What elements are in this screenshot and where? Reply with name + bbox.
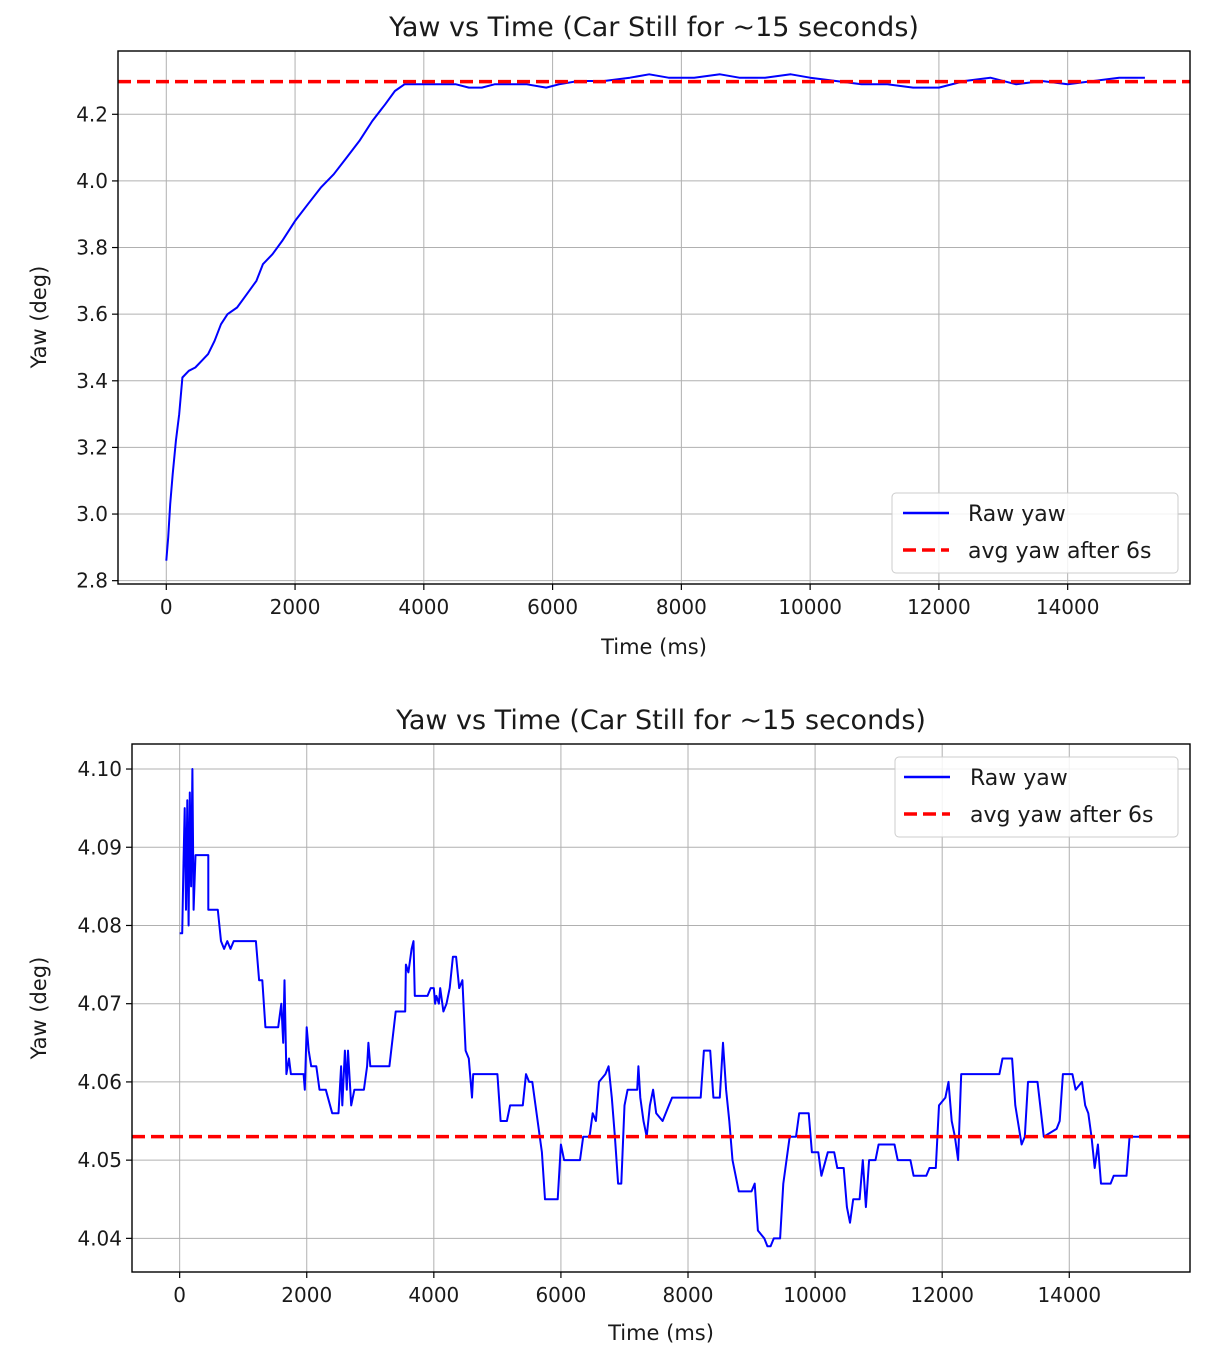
chart-2-x-tick-label: 6000 — [535, 1283, 586, 1307]
chart-1-x-tick-label: 14000 — [1036, 595, 1100, 619]
chart-1-x-tick-label: 6000 — [527, 595, 578, 619]
chart-2-x-tick-label: 14000 — [1037, 1283, 1101, 1307]
chart-2-legend: Raw yaw avg yaw after 6s — [894, 756, 1179, 838]
chart-1-x-axis-label: Time (ms) — [600, 635, 707, 659]
chart-2-series — [132, 768, 1190, 1248]
chart-2-plot-frame — [131, 743, 1191, 1273]
chart-2-title: Yaw vs Time (Car Still for ~15 seconds) — [395, 705, 926, 736]
chart-1-y-tick-label: 3.6 — [76, 302, 108, 326]
chart-1-x-tick-label: 8000 — [656, 595, 707, 619]
chart-2-x-tick-label: 0 — [173, 1283, 186, 1307]
chart-1-x-tick-label: 4000 — [398, 595, 449, 619]
chart-1-title: Yaw vs Time (Car Still for ~15 seconds) — [388, 12, 919, 43]
chart-1-series — [118, 73, 1190, 561]
chart-1-raw-yaw-line — [165, 73, 1145, 561]
chart-2-x-tick-label: 2000 — [281, 1283, 332, 1307]
chart-2: Yaw vs Time (Car Still for ~15 seconds) … — [27, 705, 1191, 1345]
chart-1-x-tick-label: 0 — [160, 595, 173, 619]
chart-2-y-tick-label: 4.05 — [77, 1148, 122, 1172]
chart-1-y-tick-label: 4.2 — [76, 102, 108, 126]
chart-1-x-tick-label: 12000 — [907, 595, 971, 619]
chart-2-legend-avg-yaw-label: avg yaw after 6s — [970, 803, 1153, 828]
chart-1-y-tick-label: 3.4 — [76, 369, 108, 393]
chart-1-y-tick-label: 3.2 — [76, 435, 108, 459]
chart-2-y-tick-label: 4.04 — [77, 1226, 122, 1250]
chart-1-plot-frame — [117, 50, 1191, 585]
chart-1-legend: Raw yaw avg yaw after 6s — [891, 492, 1179, 574]
chart-2-gridlines — [132, 744, 1190, 1272]
chart-2-x-tick-label: 4000 — [408, 1283, 459, 1307]
chart-2-x-tick-label: 10000 — [783, 1283, 847, 1307]
chart-2-y-tick-label: 4.09 — [77, 835, 122, 859]
chart-1-x-tick-label: 10000 — [778, 595, 842, 619]
chart-2-y-tick-label: 4.07 — [77, 992, 122, 1016]
chart-1-x-tick-label: 2000 — [270, 595, 321, 619]
chart-1: Yaw vs Time (Car Still for ~15 seconds) … — [27, 12, 1191, 659]
chart-1-ticks: 0 2000 4000 6000 8000 10000 12000 14000 2.8 3.0 3.… — [76, 102, 1099, 619]
chart-2-y-tick-label: 4.06 — [77, 1070, 122, 1094]
chart-1-y-axis-label: Yaw (deg) — [27, 266, 51, 370]
chart-1-y-tick-label: 3.0 — [76, 502, 108, 526]
chart-1-y-tick-label: 3.8 — [76, 236, 108, 260]
chart-1-y-tick-label: 2.8 — [76, 569, 108, 593]
chart-2-x-axis-label: Time (ms) — [607, 1321, 714, 1345]
chart-2-y-axis-label: Yaw (deg) — [27, 957, 51, 1061]
chart-2-y-tick-label: 4.08 — [77, 913, 122, 937]
chart-2-ticks: 0 2000 4000 6000 8000 10000 12000 14000 4.04 4.05… — [77, 757, 1101, 1307]
chart-1-y-tick-label: 4.0 — [76, 169, 108, 193]
chart-2-raw-yaw-line — [179, 768, 1140, 1248]
chart-1-legend-avg-yaw-label: avg yaw after 6s — [968, 539, 1151, 564]
chart-2-x-tick-label: 12000 — [910, 1283, 974, 1307]
chart-1-legend-box — [891, 492, 1179, 574]
chart-2-legend-raw-yaw-label: Raw yaw — [970, 766, 1068, 791]
chart-2-x-tick-label: 8000 — [663, 1283, 714, 1307]
chart-1-legend-raw-yaw-label: Raw yaw — [968, 502, 1066, 527]
chart-2-legend-box — [894, 756, 1179, 838]
chart-2-y-tick-label: 4.10 — [77, 757, 122, 781]
